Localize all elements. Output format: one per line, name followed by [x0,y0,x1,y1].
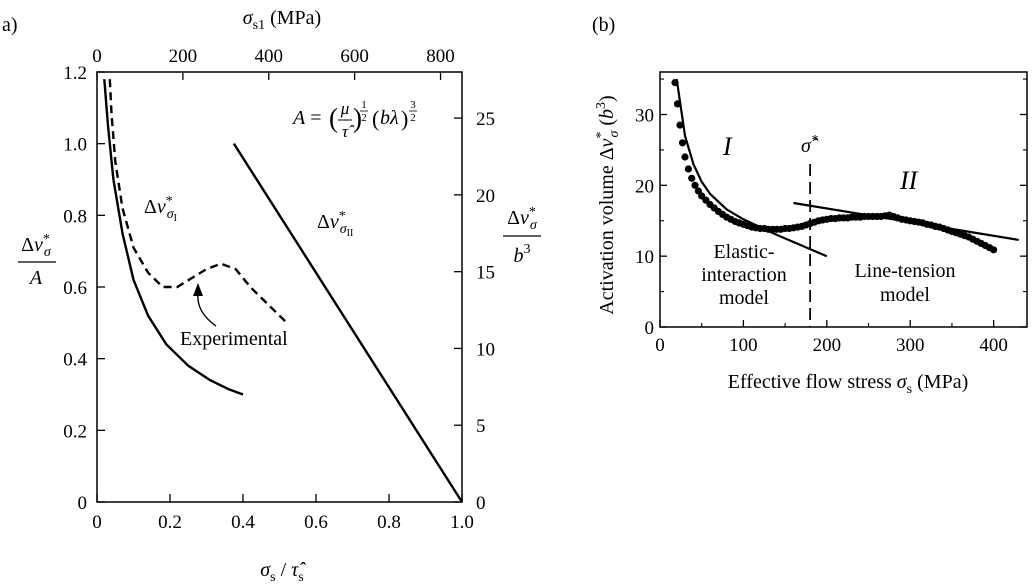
panel-b-frame [659,71,1028,328]
panel-b-label: (b) [592,14,615,36]
svg-text:μ: μ [340,99,350,118]
a-right-tick-label-5: 25 [476,109,495,130]
svg-text:Δv*σ: Δv* σ [507,205,538,233]
a-y-tick-label-0: 0 [78,493,88,514]
svg-text:model: model [719,287,769,309]
b-x-tick-label-1: 100 [729,335,758,356]
svg-text:): ) [401,106,408,131]
experimental-arrow [197,292,217,327]
b-y-tick-label-2: 20 [635,176,654,197]
b-model-curve-ii [793,201,1019,241]
svg-text:2: 2 [410,112,416,124]
panel-a-bottom-axis-title: σs / τ̂s [260,559,306,585]
b-x-tick-label-2: 200 [813,335,842,356]
a-right-tick-label-3: 15 [476,263,495,284]
panel-a-left-axis-title: Δv* σ A [18,232,56,289]
b-data-point [681,153,689,161]
svg-text:A: A [28,267,43,289]
a-x-tick-label-0: 0 [92,512,102,533]
panel-b-points [671,79,998,254]
experimental-label: Experimental [180,328,288,350]
svg-text:b3: b3 [514,242,531,267]
series-label-sigma-two: Δv* σII [317,209,353,239]
svg-text:): ) [353,103,362,133]
panel-a-ticks: 0 0.2 0.4 0.6 0.8 1.000.20.40.60.81.01.20 200 4… [63,46,495,533]
b-x-tick-label-3: 300 [896,335,925,356]
svg-text:Δv*σ: Δv* σ [21,232,52,260]
b-x-tick-label-4: 400 [979,335,1008,356]
a-series-line-v-ii [232,143,464,503]
region-label-two: II [899,166,919,195]
b-data-point [678,139,687,147]
sigma-hat-label: σ̂* [801,133,819,157]
a-x-tick-label-4: 0.8 [377,512,401,533]
b-data-point [691,181,699,189]
a-x-tick-label-5: 1.0 [450,512,474,533]
panel-a-top-axis-title: σs1 (MPa) [243,7,321,33]
panel-b-series [675,78,1019,258]
a-y-tick-label-1: 0.2 [63,421,87,442]
line-tension-model-label: Line-tension model [854,260,955,306]
a-right-tick-label-2: 10 [476,339,495,360]
a-top-tick-label-2: 400 [255,46,284,67]
panel-b-y-axis-title: Activation volume Δv*σ (b3) [594,95,622,314]
b-data-point [688,174,696,182]
panel-a-right-axis-title: Δv* σ b3 [503,205,541,267]
panel-b-ticks: 0 100 200 300 400 0 10 20 30 [635,78,1027,356]
a-top-tick-label-3: 600 [340,46,369,67]
a-x-tick-label-2: 0.4 [231,512,255,533]
svg-text:1: 1 [361,99,367,111]
a-top-tick-label-1: 200 [169,46,198,67]
svg-text:Line-tension: Line-tension [854,260,955,282]
svg-text:interaction: interaction [701,264,787,286]
a-y-tick-label-5: 1.0 [63,135,87,156]
panel-a-series [103,79,464,503]
panel-a: a) 0 0.2 0.4 0.6 0.8 1.000.20.40.60.81.01.20 2… [2,7,541,585]
panel-b-x-axis-title: Effective flow stress σs (MPa) [728,371,968,397]
b-data-point [676,121,684,129]
panel-a-label: a) [2,14,18,36]
experimental-arrowhead [193,283,203,296]
elastic-interaction-model-label: Elastic- interaction model [701,241,787,309]
a-x-tick-label-1: 0.2 [158,512,182,533]
svg-text:2: 2 [361,112,367,124]
a-right-tick-label-1: 5 [476,416,486,437]
a-x-tick-label-3: 0.6 [304,512,328,533]
svg-text:Elastic-: Elastic- [713,241,774,263]
svg-text:model: model [880,284,930,306]
b-data-point [990,246,998,254]
a-top-tick-label-0: 0 [92,46,102,67]
svg-text:(: ( [329,103,338,133]
svg-text:3: 3 [410,99,416,111]
panel-a-frame [96,71,463,503]
a-series-line-v-i [103,79,244,396]
a-top-tick-label-4: 800 [426,46,455,67]
region-label-one: I [722,132,733,161]
panel-b: (b) 0 100 200 300 400 0 10 20 30 σ̂* I II Elasti… [592,14,1028,397]
svg-text:(: ( [372,106,379,131]
svg-text:A =: A = [291,107,322,129]
b-data-point [684,165,693,173]
a-y-tick-label-4: 0.8 [63,206,87,227]
a-right-tick-label-0: 0 [476,493,486,514]
a-y-tick-label-6: 1.2 [63,63,87,84]
a-right-tick-label-4: 20 [476,186,495,207]
svg-text:bλ: bλ [380,107,399,129]
b-y-tick-label-0: 0 [645,318,655,339]
series-label-sigma-one: Δv* σI [144,194,177,224]
a-y-tick-label-3: 0.6 [63,278,87,299]
a-series-line-experimental [108,79,288,324]
b-y-tick-label-1: 10 [635,247,654,268]
b-model-curve-i [675,78,828,258]
a-y-tick-label-2: 0.4 [63,350,87,371]
b-x-tick-label-0: 0 [655,335,665,356]
panel-a-formula: A = ( μ τ̂ ) 1 2 ( bλ ) 3 2 [291,99,417,141]
b-y-tick-label-3: 30 [635,106,654,127]
